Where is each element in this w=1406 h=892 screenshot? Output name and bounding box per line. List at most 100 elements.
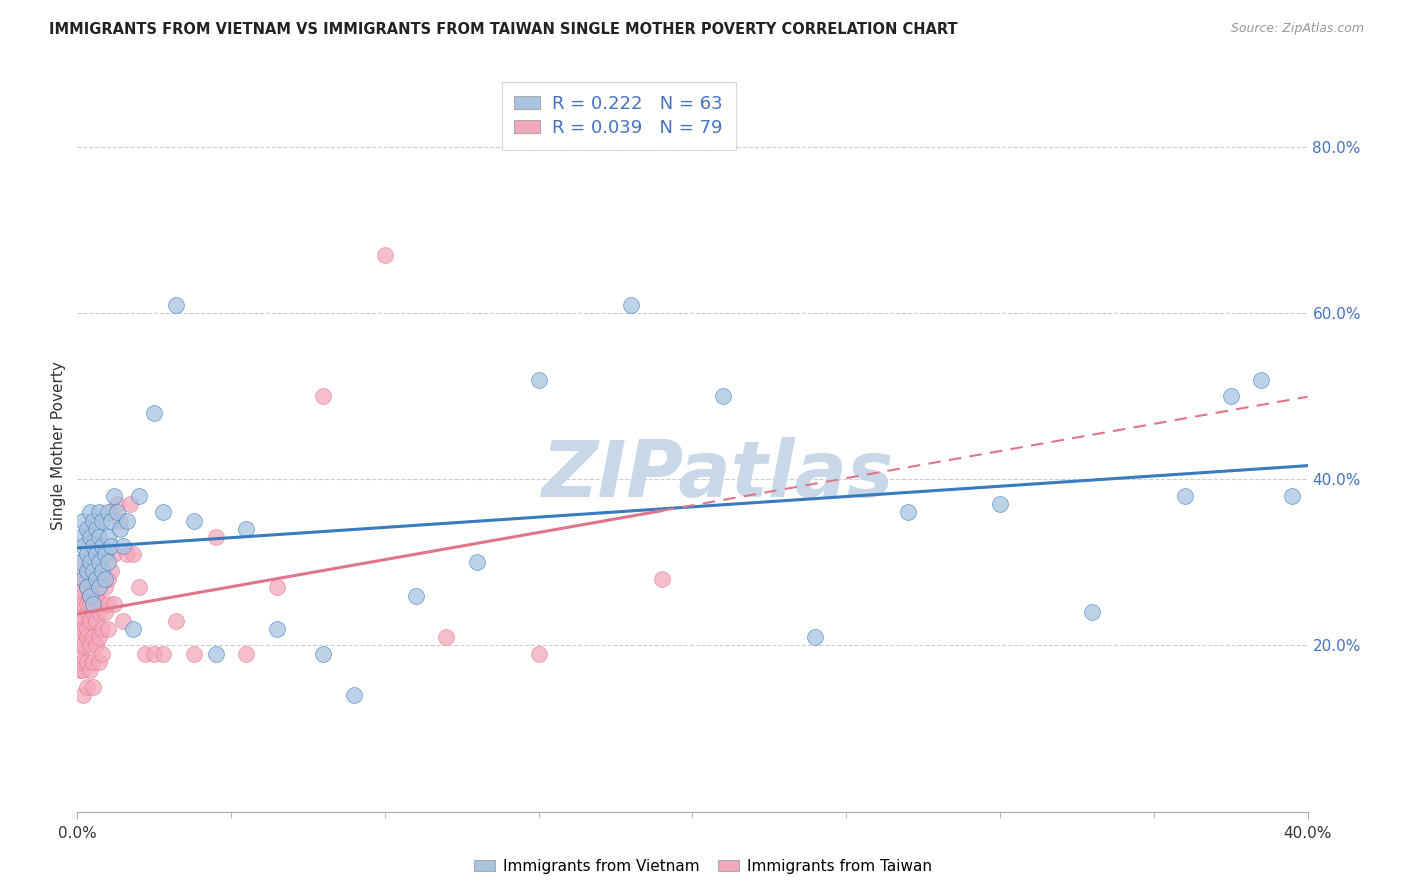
Point	[134, 647, 156, 661]
Point	[103, 489, 125, 503]
Point	[76, 564, 98, 578]
Point	[143, 647, 166, 661]
Point	[79, 572, 101, 586]
Point	[72, 689, 94, 703]
Point	[110, 514, 132, 528]
Point	[82, 680, 104, 694]
Point	[69, 580, 91, 594]
Point	[1081, 605, 1104, 619]
Point	[105, 506, 128, 520]
Point	[94, 572, 117, 586]
Point	[90, 539, 114, 553]
Point	[235, 647, 257, 661]
Point	[82, 655, 104, 669]
Point	[82, 630, 104, 644]
Point	[69, 530, 91, 544]
Point	[94, 605, 117, 619]
Point	[988, 497, 1011, 511]
Point	[84, 572, 107, 586]
Point	[84, 547, 107, 561]
Point	[84, 589, 107, 603]
Point	[69, 597, 91, 611]
Point	[79, 639, 101, 653]
Point	[183, 647, 205, 661]
Point	[72, 614, 94, 628]
Point	[97, 530, 120, 544]
Point	[72, 597, 94, 611]
Point	[804, 630, 827, 644]
Point	[143, 406, 166, 420]
Point	[76, 597, 98, 611]
Point	[152, 647, 174, 661]
Point	[165, 298, 187, 312]
Point	[67, 572, 90, 586]
Point	[103, 547, 125, 561]
Point	[87, 580, 110, 594]
Point	[527, 372, 550, 386]
Point	[183, 514, 205, 528]
Point	[527, 647, 550, 661]
Point	[76, 580, 98, 594]
Point	[76, 572, 98, 586]
Point	[1219, 389, 1241, 403]
Text: IMMIGRANTS FROM VIETNAM VS IMMIGRANTS FROM TAIWAN SINGLE MOTHER POVERTY CORRELAT: IMMIGRANTS FROM VIETNAM VS IMMIGRANTS FR…	[49, 22, 957, 37]
Point	[97, 597, 120, 611]
Point	[312, 389, 335, 403]
Point	[118, 497, 141, 511]
Point	[100, 564, 122, 578]
Point	[76, 605, 98, 619]
Legend: Immigrants from Vietnam, Immigrants from Taiwan: Immigrants from Vietnam, Immigrants from…	[468, 853, 938, 880]
Point	[165, 614, 187, 628]
Point	[72, 589, 94, 603]
Point	[76, 580, 98, 594]
Point	[436, 630, 458, 644]
Point	[94, 547, 117, 561]
Point	[72, 572, 94, 586]
Point	[82, 564, 104, 578]
Point	[84, 614, 107, 628]
Point	[72, 514, 94, 528]
Point	[100, 506, 122, 520]
Point	[90, 597, 114, 611]
Point	[84, 572, 107, 586]
Point	[94, 580, 117, 594]
Point	[69, 622, 91, 636]
Point	[79, 597, 101, 611]
Point	[266, 580, 288, 594]
Point	[121, 622, 143, 636]
Point	[82, 597, 104, 611]
Point	[620, 298, 643, 312]
Point	[128, 580, 150, 594]
Point	[76, 622, 98, 636]
Point	[112, 614, 135, 628]
Point	[100, 539, 122, 553]
Point	[711, 389, 734, 403]
Point	[72, 572, 94, 586]
Point	[79, 589, 101, 603]
Point	[76, 547, 98, 561]
Point	[651, 572, 673, 586]
Point	[103, 597, 125, 611]
Point	[72, 664, 94, 678]
Point	[97, 506, 120, 520]
Point	[82, 572, 104, 586]
Point	[72, 539, 94, 553]
Point	[87, 605, 110, 619]
Text: Source: ZipAtlas.com: Source: ZipAtlas.com	[1230, 22, 1364, 36]
Point	[1281, 489, 1303, 503]
Point	[115, 547, 138, 561]
Point	[97, 572, 120, 586]
Point	[87, 580, 110, 594]
Point	[115, 514, 138, 528]
Point	[76, 630, 98, 644]
Point	[90, 622, 114, 636]
Point	[79, 506, 101, 520]
Point	[87, 530, 110, 544]
Point	[82, 605, 104, 619]
Point	[76, 655, 98, 669]
Point	[204, 530, 226, 544]
Point	[87, 630, 110, 644]
Point	[69, 639, 91, 653]
Point	[69, 647, 91, 661]
Point	[69, 664, 91, 678]
